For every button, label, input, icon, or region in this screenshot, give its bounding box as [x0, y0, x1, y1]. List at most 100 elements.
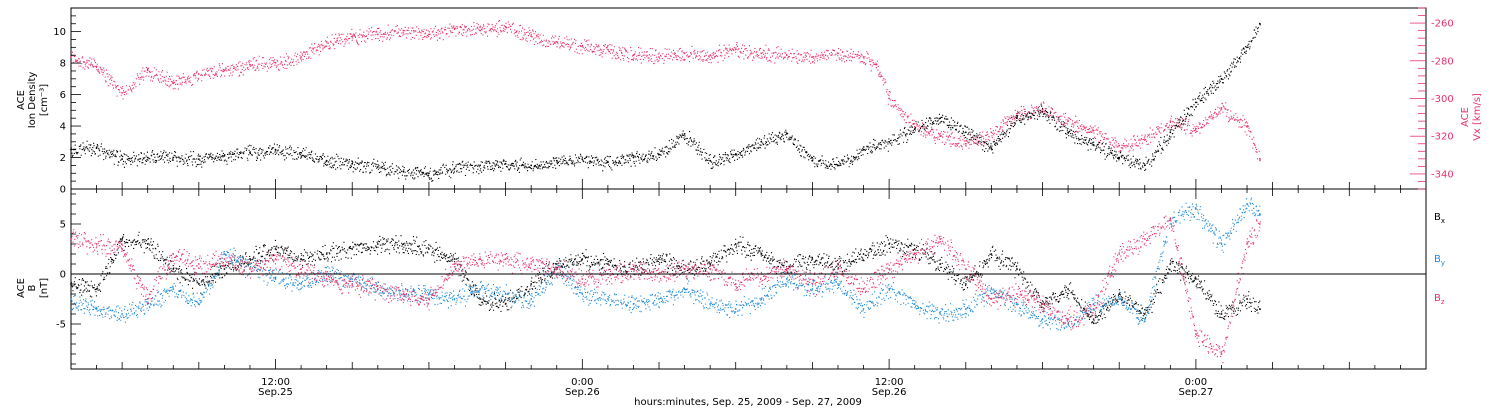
legend-entry: Bz	[1434, 293, 1445, 306]
data-point	[351, 278, 354, 280]
data-point	[658, 258, 660, 260]
data-point	[172, 156, 175, 159]
data-point	[683, 268, 686, 270]
data-point	[862, 253, 865, 255]
data-point	[530, 263, 533, 265]
data-point	[581, 293, 584, 295]
x-tick-label-time: 0:00	[571, 377, 593, 388]
data-point	[1118, 253, 1121, 255]
data-point	[146, 298, 149, 300]
data-point	[172, 268, 175, 270]
data-point	[300, 56, 302, 58]
data-point	[1067, 288, 1069, 290]
data-point	[530, 298, 533, 300]
data-point	[70, 298, 72, 300]
y-tick-label-right: -340	[1431, 169, 1454, 180]
data-point	[785, 278, 788, 280]
data-point	[121, 91, 123, 94]
data-point	[1092, 308, 1095, 310]
data-point	[1258, 157, 1261, 160]
data-point	[223, 258, 226, 260]
data-point	[530, 283, 533, 285]
data-point	[811, 288, 814, 290]
data-point	[504, 258, 507, 260]
data-point	[1195, 333, 1197, 335]
data-point	[376, 243, 379, 245]
data-point	[95, 65, 98, 68]
legend-entry: By	[1434, 254, 1445, 267]
y-tick-label-right: -300	[1431, 94, 1454, 105]
legend-subscript: z	[1441, 298, 1445, 306]
ylabel-line-1: ACE	[16, 90, 27, 110]
data-point	[1169, 218, 1172, 220]
data-point	[837, 283, 839, 285]
data-point	[453, 263, 456, 265]
scatter-texture	[71, 20, 1261, 162]
y-tick-label: 6	[60, 90, 66, 101]
data-point	[351, 283, 354, 285]
y-tick-label: -5	[56, 320, 66, 331]
data-point	[453, 167, 456, 170]
data-point	[1143, 313, 1146, 315]
y-ticks: 0 2 4 6 8 10 -340 -320 -300 -280 -260 -5 0 5	[53, 7, 1454, 365]
data-point	[734, 243, 737, 245]
data-point	[300, 151, 302, 154]
data-point	[249, 268, 251, 270]
data-point	[1169, 120, 1172, 122]
data-point	[351, 162, 354, 165]
data-point	[1016, 293, 1018, 295]
data-point	[760, 140, 763, 143]
data-point	[913, 303, 916, 305]
data-point	[1169, 131, 1172, 134]
data-point	[555, 263, 558, 265]
data-point	[1220, 313, 1223, 315]
data-point	[1258, 22, 1261, 25]
data-point	[351, 248, 354, 250]
data-point	[862, 308, 865, 310]
data-point	[274, 61, 277, 64]
y-tick-label-right: -320	[1431, 132, 1454, 143]
y-tick-label-right: -280	[1431, 56, 1454, 67]
data-point	[785, 268, 788, 270]
data-point	[197, 73, 200, 75]
data-point	[632, 156, 635, 159]
legend-subscript: x	[1441, 217, 1445, 225]
y-tick-label: 0	[60, 185, 66, 196]
bottom-panel-plot-area	[70, 197, 1261, 364]
data-point	[325, 159, 328, 162]
data-point	[888, 97, 890, 100]
data-point	[734, 308, 737, 310]
data-point	[990, 131, 993, 134]
data-point	[1220, 107, 1223, 109]
data-point	[939, 238, 942, 240]
y-tick-label: 8	[60, 59, 66, 70]
data-point	[146, 69, 149, 72]
data-point	[95, 243, 98, 245]
data-point	[249, 63, 251, 66]
y-tick-label: 10	[53, 27, 66, 38]
y-tick-label: 5	[60, 220, 66, 231]
b-ylabel-line-3: [nT]	[39, 278, 50, 298]
series-bz	[70, 215, 1261, 364]
right-ylabel-line-2: Vx [km/s]	[1472, 93, 1483, 141]
data-point	[1195, 278, 1197, 280]
y-tick-label-right: -260	[1431, 19, 1454, 30]
data-point	[504, 26, 507, 28]
data-point	[1092, 129, 1095, 132]
data-point	[172, 288, 175, 290]
legend-subscript: y	[1441, 259, 1445, 267]
data-point	[1169, 263, 1172, 265]
x-tick-label-date: Sep.26	[565, 387, 600, 398]
data-point	[1246, 243, 1248, 245]
scatter-texture	[71, 24, 1261, 182]
top-left-ylabel: ACE Ion Density [cm⁻³]	[16, 72, 50, 129]
data-point	[888, 268, 890, 270]
x-axis-title: hours:minutes, Sep. 25, 2009 - Sep. 27, …	[634, 397, 862, 408]
data-point	[479, 164, 481, 167]
data-point	[325, 278, 328, 280]
data-point	[964, 308, 967, 310]
axes: 0246810-340-320-300-280-260-50512:00Sep.…	[53, 7, 1454, 398]
scatter-texture	[71, 215, 1261, 364]
data-point	[1016, 117, 1018, 120]
data-point	[1246, 46, 1248, 49]
